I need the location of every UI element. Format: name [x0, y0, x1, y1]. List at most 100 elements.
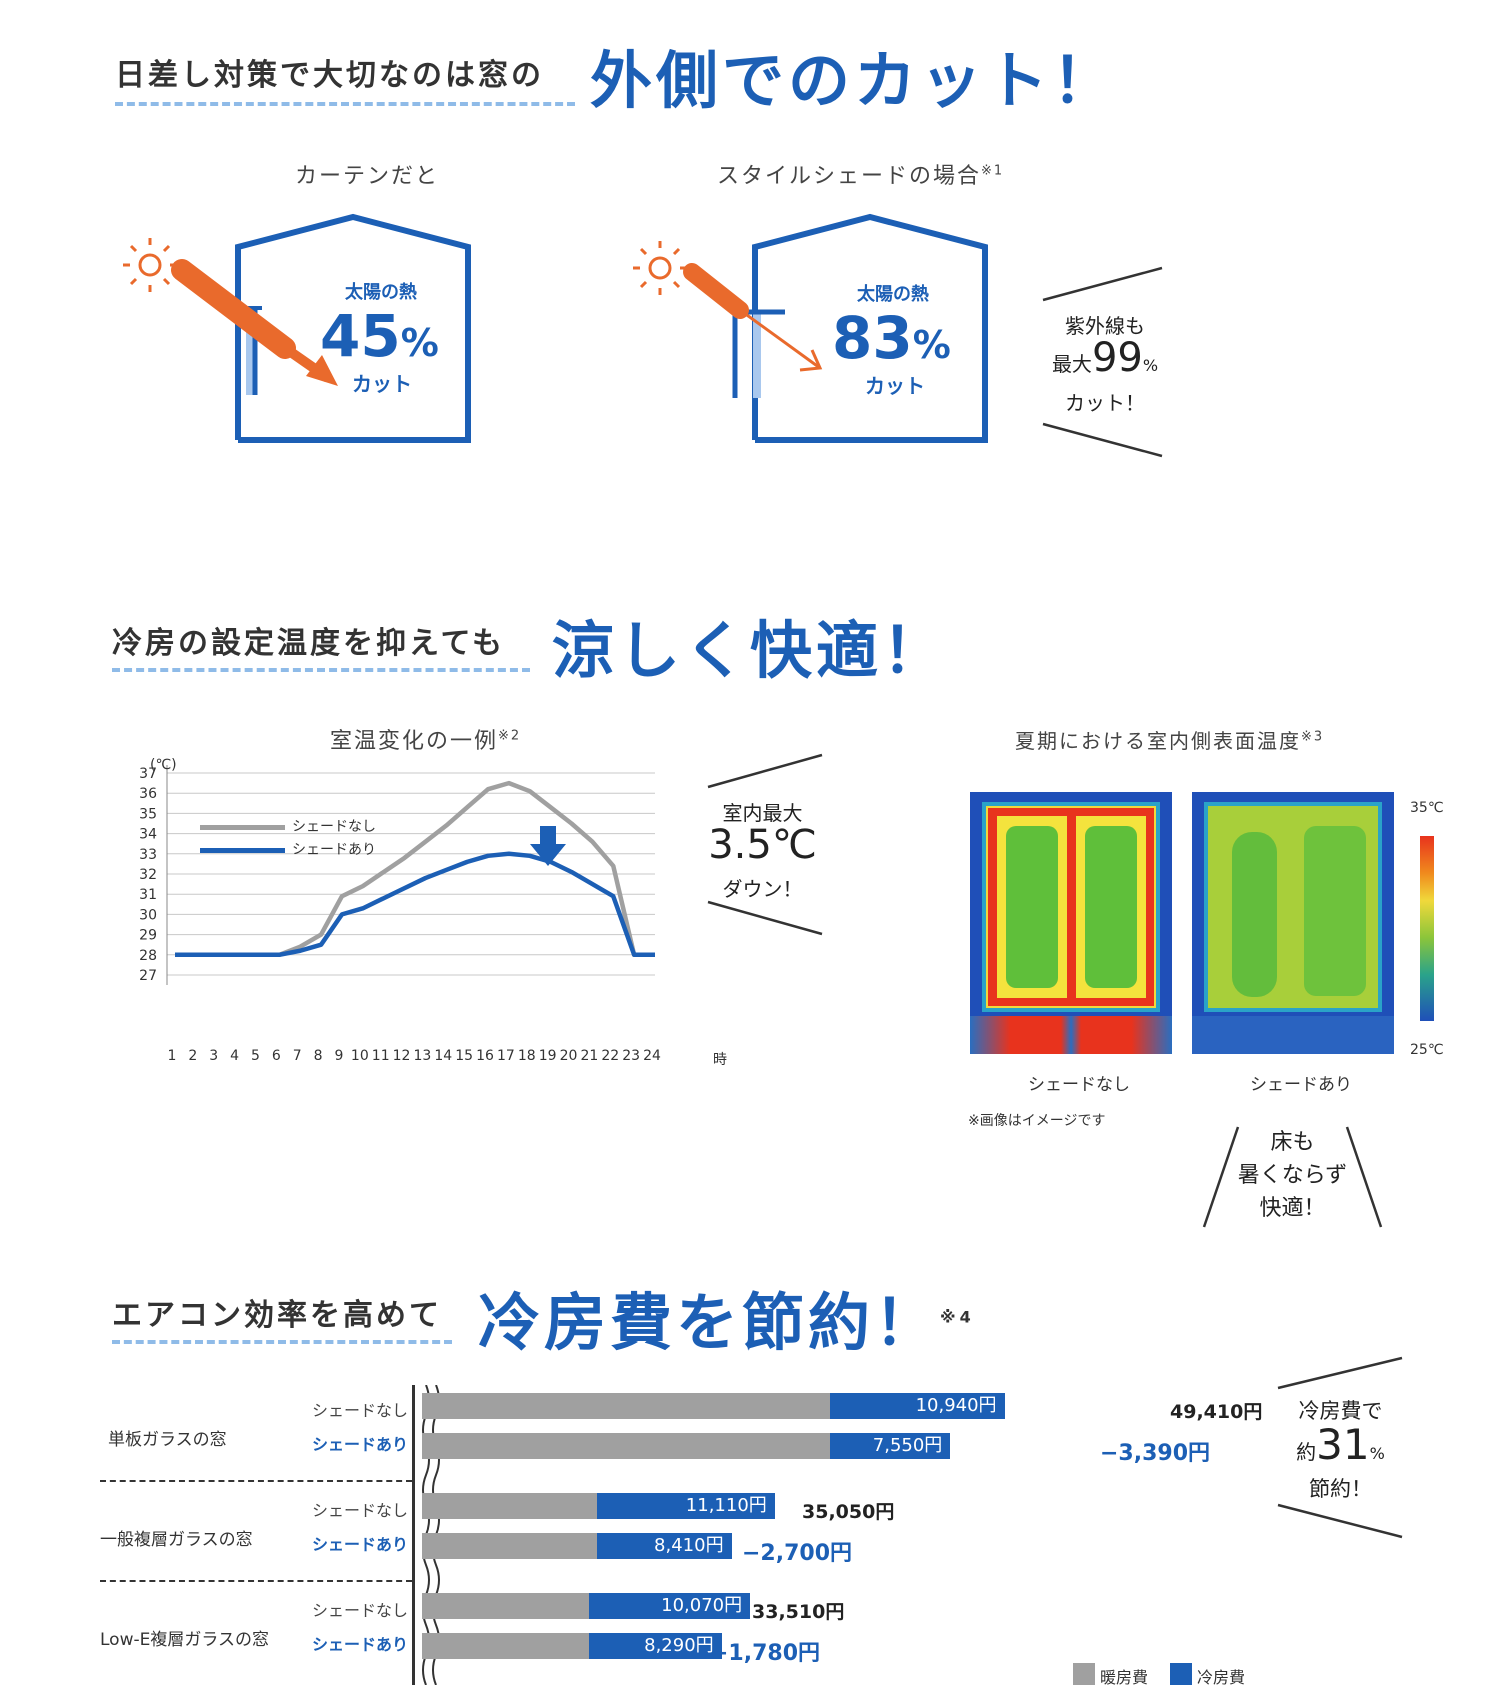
y-tick-label: 33 — [140, 847, 157, 863]
bar-chart-axis — [412, 1385, 415, 1685]
uv-callout-lines — [1042, 266, 1163, 458]
temp-callout-line1: 室内最大 — [722, 801, 803, 825]
bar-heating — [422, 1533, 598, 1559]
section2-underline — [112, 668, 530, 672]
house-outline — [235, 213, 471, 443]
sun-icon — [123, 238, 177, 292]
legend-swatch-with-shade — [200, 848, 285, 853]
section1-heading-main: 外側でのカット！ — [590, 44, 1119, 117]
total-single-glass: 49,410円 — [1170, 1401, 1263, 1423]
shade-label: スタイルシェードの場合※1 — [717, 163, 1005, 189]
thermal-label-no-shade: シェードなし — [1028, 1075, 1130, 1095]
heat-ray — [683, 263, 749, 319]
heat-ray — [171, 259, 296, 359]
row-label-with-shade: シェードあり — [312, 1635, 409, 1654]
down-arrow-icon — [530, 826, 566, 866]
x-tick-label: 11 — [372, 1048, 390, 1064]
bar-heating — [422, 1393, 830, 1419]
saving-single-glass: −3,390円 — [1100, 1441, 1211, 1466]
thermal-label-with-shade: シェードあり — [1250, 1075, 1352, 1095]
uv-callout-value: 最大99% — [1051, 335, 1159, 381]
bar-cooling: 7,550円 — [829, 1433, 951, 1459]
savings-callout-value: 約31% — [1296, 1420, 1385, 1469]
x-tick-label: 12 — [393, 1048, 411, 1064]
floor-callout-line2: 暑くならず — [1237, 1163, 1348, 1188]
shade-house-illustration — [633, 213, 988, 443]
legend-label-with-shade: シェードあり — [292, 842, 376, 858]
legend-swatch-cooling — [1170, 1663, 1192, 1685]
x-tick-label: 21 — [580, 1048, 598, 1064]
bar-heating — [422, 1493, 598, 1519]
line-chart-hour-unit: 時 — [713, 1052, 727, 1068]
bar-cooling-value: 8,290円 — [644, 1635, 714, 1656]
curtain-cut-label: カット — [352, 372, 412, 396]
bar-cooling: 11,110円 — [597, 1493, 775, 1519]
savings-callout-lines — [1277, 1356, 1403, 1539]
x-tick-label: 22 — [601, 1048, 619, 1064]
x-tick-label: 2 — [188, 1048, 197, 1064]
thermal-color-scale — [1420, 836, 1434, 1021]
bar-cooling-value: 10,940円 — [915, 1395, 997, 1416]
section1-underline — [115, 102, 575, 106]
bar-cooling: 8,290円 — [589, 1633, 722, 1659]
x-tick-label: 20 — [560, 1048, 578, 1064]
bar-cooling-value: 7,550円 — [872, 1435, 943, 1456]
curtain-heat-label: 太陽の熱 — [345, 282, 417, 303]
house-outline — [752, 213, 988, 443]
bar-cooling: 10,070円 — [589, 1593, 751, 1619]
y-tick-label: 30 — [140, 907, 157, 923]
group-divider — [100, 1480, 412, 1482]
group-label-lowe-glass: Low-E複層ガラスの窓 — [100, 1630, 270, 1650]
series-line-no-shade — [175, 780, 655, 958]
total-lowe-glass: 33,510円 — [752, 1601, 845, 1623]
legend-swatch-heating — [1073, 1663, 1095, 1685]
y-tick-label: 36 — [140, 786, 157, 802]
x-tick-label: 17 — [497, 1048, 515, 1064]
thermal-image-with-shade — [1192, 792, 1394, 1054]
floor-callout-lines — [1202, 1126, 1383, 1228]
x-tick-label: 9 — [334, 1048, 343, 1064]
row-label-no-shade: シェードなし — [312, 1601, 409, 1620]
sun-icon — [633, 241, 687, 295]
x-tick-label: 19 — [539, 1048, 557, 1064]
legend-label-cooling: 冷房費 — [1197, 1668, 1246, 1687]
shade-heat-label: 太陽の熱 — [857, 284, 929, 305]
legend-label-heating: 暖房費 — [1100, 1668, 1149, 1687]
series-line-with-shade — [175, 851, 655, 958]
section3-heading-main: 冷房費を節約！※4 — [478, 1286, 975, 1359]
total-double-glass: 35,050円 — [802, 1501, 895, 1523]
line-chart-title: 室温変化の一例※2 — [330, 728, 522, 754]
uv-callout-line3: カット！ — [1065, 391, 1145, 415]
x-tick-label: 24 — [643, 1048, 661, 1064]
thermal-image-no-shade — [970, 792, 1172, 1054]
x-tick-label: 10 — [351, 1048, 369, 1064]
line-chart-y-unit: (℃) — [150, 757, 177, 773]
x-tick-label: 14 — [434, 1048, 452, 1064]
x-tick-label: 7 — [293, 1048, 302, 1064]
uv-callout-line1: 紫外線も — [1065, 314, 1145, 338]
floor-callout-line3: 快適！ — [1259, 1196, 1326, 1221]
saving-lowe-glass: −1,780円 — [710, 1641, 821, 1666]
x-tick-label: 15 — [455, 1048, 473, 1064]
y-tick-label: 34 — [140, 827, 157, 843]
bar-heating — [422, 1633, 590, 1659]
curtain-label: カーテンだと — [295, 164, 440, 189]
savings-callout-line1: 冷房費で — [1298, 1399, 1383, 1423]
bar-cooling: 8,410円 — [597, 1533, 732, 1559]
section1-heading-lead: 日差し対策で大切なのは窓の — [115, 58, 544, 93]
y-tick-label: 31 — [140, 887, 157, 903]
x-tick-label: 13 — [414, 1048, 432, 1064]
cost-bar-chart: 単板ガラスの窓 シェードなし シェードあり 10,940円 7,550円 49,4… — [100, 1385, 1280, 1685]
x-tick-label: 3 — [209, 1048, 218, 1064]
savings-callout-line3: 節約！ — [1309, 1477, 1372, 1501]
row-label-no-shade: シェードなし — [312, 1401, 409, 1420]
section3-heading-lead: エアコン効率を高めて — [112, 1298, 442, 1333]
x-tick-label: 23 — [622, 1048, 640, 1064]
saving-double-glass: −2,700円 — [742, 1541, 853, 1566]
temp-callout-line3: ダウン！ — [722, 877, 803, 901]
floor-callout-line1: 床も — [1270, 1130, 1315, 1155]
x-tick-label: 1 — [168, 1048, 177, 1064]
y-tick-label: 28 — [140, 948, 157, 964]
x-tick-label: 4 — [230, 1048, 239, 1064]
